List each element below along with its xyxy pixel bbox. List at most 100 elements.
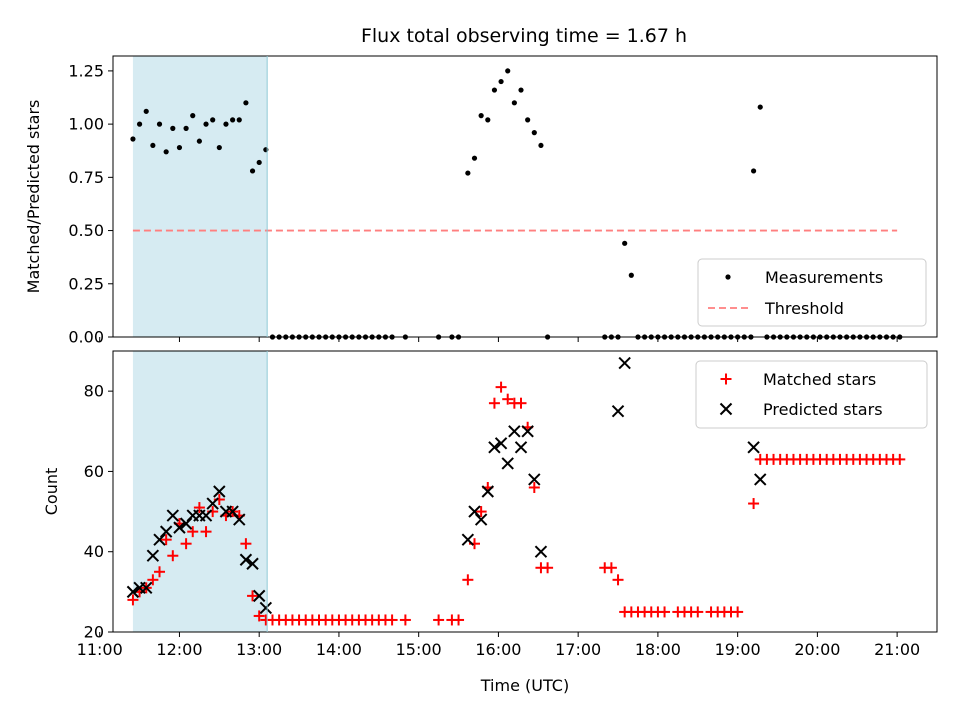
matched-star-point: [399, 614, 411, 626]
top-y-axis-label: Matched/Predicted stars: [24, 100, 43, 294]
measurement-point: [505, 68, 511, 74]
y-tick-label: 1.00: [68, 115, 104, 134]
predicted-star-point: [474, 513, 488, 526]
measurement-point: [190, 113, 196, 119]
legend-label-matched: Matched stars: [763, 370, 876, 389]
top-panel: 0.00 0.25 0.50 0.75 1.00 1.25 Matched/Predict…: [24, 55, 938, 347]
bottom-x-ticks: 11:00 12:00 13:00 14:00 15:00 16:00 17:00 18:00…: [77, 632, 920, 659]
predicted-star-point: [213, 485, 226, 498]
predicted-star-point: [521, 425, 534, 438]
measurement-point: [465, 170, 471, 176]
measurement-point: [491, 87, 498, 93]
top-x-ticks: [99, 337, 898, 342]
predicted-star-point: [611, 405, 625, 418]
top-y-ticks: 0.00 0.25 0.50 0.75 1.00 1.25: [68, 61, 113, 347]
matched-star-point: [605, 562, 617, 574]
measurement-point: [203, 121, 209, 127]
x-tick-label: 19:00: [715, 640, 761, 659]
measurement-point: [511, 100, 517, 106]
bottom-axes-frame: [112, 350, 938, 633]
matched-star-point: [475, 506, 487, 518]
measurement-point: [163, 149, 169, 155]
predicted-star-point: [233, 513, 246, 526]
matched-star-point: [542, 562, 554, 574]
predicted-star-point: [534, 545, 548, 558]
y-tick-label: 60: [84, 462, 104, 481]
measurement-point: [143, 108, 149, 114]
matched-star-point: [502, 393, 514, 405]
matched-star-point: [894, 453, 906, 465]
predicted-star-point: [206, 497, 219, 510]
bottom-shaded-region: [132, 351, 268, 632]
matched-star-point: [147, 574, 159, 586]
x-tick-label: 17:00: [555, 640, 601, 659]
measurement-point: [249, 168, 256, 174]
measurement-point: [622, 240, 628, 246]
measurement-point: [243, 100, 249, 106]
measurement-point: [156, 121, 163, 127]
x-tick-label: 13:00: [236, 640, 282, 659]
bottom-legend: Matched stars Predicted stars: [695, 360, 928, 429]
predicted-star-point: [239, 553, 253, 566]
matched-star-point: [193, 502, 205, 514]
measurement-point: [183, 125, 189, 131]
matched-star-point: [386, 614, 398, 626]
predicted-star-point: [488, 441, 501, 454]
measurement-point: [230, 117, 236, 123]
predicted-star-point: [140, 581, 153, 595]
matched-star-point: [495, 381, 507, 393]
figure-title: Flux total observing time = 1.67 h: [361, 25, 687, 47]
predicted-star-point: [528, 473, 541, 486]
predicted-star-point: [259, 601, 273, 615]
predicted-star-point: [173, 521, 186, 534]
measurement-point: [531, 130, 537, 136]
x-tick-label: 16:00: [475, 640, 521, 659]
measurement-point: [750, 168, 757, 174]
legend-box: [695, 360, 928, 429]
matched-star-point: [180, 538, 192, 550]
x-tick-label: 20:00: [794, 640, 840, 659]
matched-star-point: [433, 614, 445, 626]
measurement-point: [176, 144, 183, 151]
measurement-point: [256, 159, 262, 166]
x-tick-label: 12:00: [156, 640, 202, 659]
matched-star-point: [612, 574, 624, 586]
x-tick-label: 14:00: [316, 640, 362, 659]
measurement-point: [757, 104, 763, 110]
matched-star-point: [240, 538, 252, 550]
y-tick-label: 1.25: [68, 61, 104, 80]
matched-star-point: [187, 526, 199, 538]
matched-star-point: [127, 594, 139, 606]
x-tick-label: 18:00: [635, 640, 681, 659]
legend-label-predicted: Predicted stars: [763, 400, 883, 419]
predicted-star-point: [252, 589, 266, 603]
measurement-point: [236, 117, 242, 123]
matched-star-point: [528, 481, 540, 493]
top-axes-frame: [112, 55, 938, 338]
measurement-point: [471, 155, 478, 161]
measurement-point: [498, 78, 504, 85]
x-tick-label: 11:00: [77, 640, 123, 659]
measurement-point: [525, 117, 531, 123]
matched-star-point: [160, 534, 172, 546]
y-tick-label: 80: [84, 382, 104, 401]
measurement-point: [136, 121, 143, 127]
measurement-point: [518, 87, 524, 93]
matched-star-point: [515, 397, 527, 409]
matched-star-point: [167, 550, 179, 562]
matched-star-point: [692, 606, 704, 618]
x-tick-label: 21:00: [874, 640, 920, 659]
y-tick-label: 0.00: [68, 328, 104, 347]
matched-star-point: [748, 498, 760, 510]
matched-star-point: [154, 566, 166, 578]
legend-predicted-marker: [719, 402, 733, 416]
measurement-point: [210, 117, 216, 123]
predicted-star-point: [747, 441, 760, 454]
measurement-point: [130, 136, 136, 142]
legend-label-threshold: Threshold: [764, 299, 844, 318]
top-legend: Measurements Threshold: [697, 258, 927, 327]
predicted-star-point: [481, 485, 494, 498]
measurement-point: [223, 121, 229, 127]
